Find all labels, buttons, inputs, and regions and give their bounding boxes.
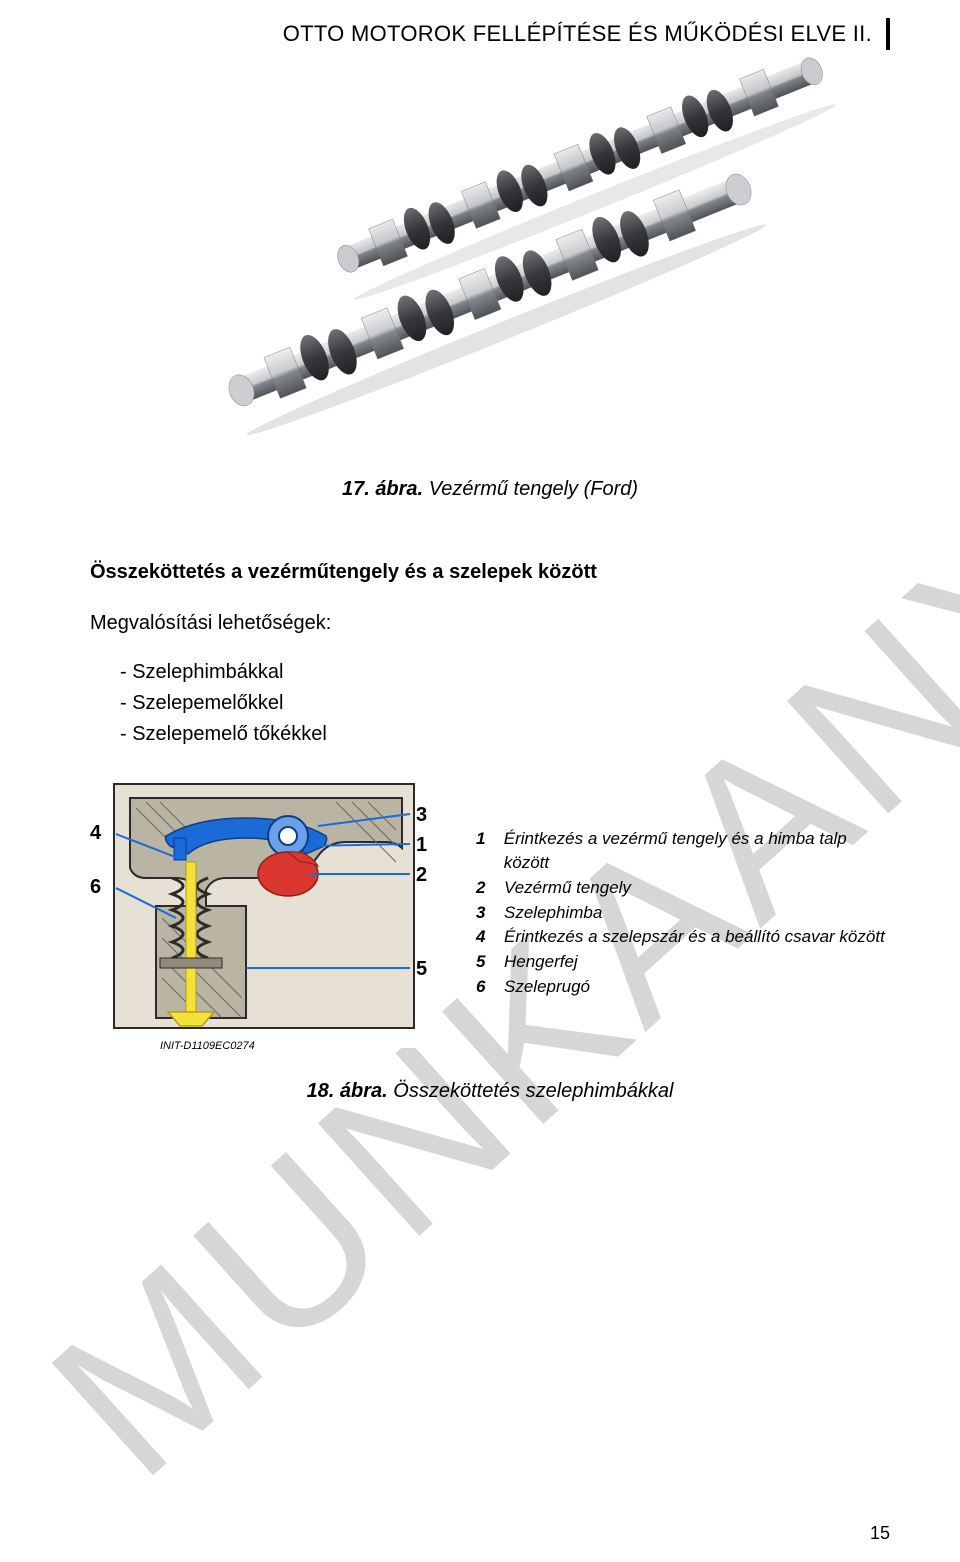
section-heading: Összeköttetés a vezérműtengely és a szel… xyxy=(90,561,890,584)
figure-18-text: Összeköttetés szelephimbákkal xyxy=(393,1080,673,1102)
legend-row: 6Szeleprugó xyxy=(476,975,890,1000)
figure-18-number: 18. ábra. xyxy=(307,1080,388,1102)
legend-row: 3Szelephimba xyxy=(476,901,890,926)
legend-row: 1Érintkezés a vezérmű tengely és a himba… xyxy=(476,827,890,876)
figure-17-caption: 17. ábra. Vezérmű tengely (Ford) xyxy=(90,478,890,501)
figure-17-number: 17. ábra. xyxy=(342,478,423,500)
figure-17 xyxy=(170,70,810,470)
bullet-list: Szelephimbákkal Szelepemelőkkel Szelepem… xyxy=(90,657,890,750)
callout-4: 4 xyxy=(90,822,101,845)
figure-18-diagram: 4 6 3 1 2 5 INIT-D1109EC0274 xyxy=(96,778,436,1048)
figure-18-legend: 1Érintkezés a vezérmű tengely és a himba… xyxy=(476,827,890,999)
legend-row: 5Hengerfej xyxy=(476,950,890,975)
page-content: OTTO MOTOROK FELLÉPÍTÉSE ÉS MŰKÖDÉSI ELV… xyxy=(0,0,960,1562)
legend-row: 2Vezérmű tengely xyxy=(476,876,890,901)
figure-17-text: Vezérmű tengely (Ford) xyxy=(429,478,638,500)
list-item: Szelepemelő tőkékkel xyxy=(120,719,890,750)
list-item: Szelepemelőkkel xyxy=(120,688,890,719)
callout-1: 1 xyxy=(416,834,427,857)
callout-5: 5 xyxy=(416,958,427,981)
callout-2: 2 xyxy=(416,864,427,887)
section-subheading: Megvalósítási lehetőségek: xyxy=(90,612,890,635)
header-rule xyxy=(886,18,890,50)
figure-18-caption: 18. ábra. Összeköttetés szelephimbákkal xyxy=(90,1080,890,1103)
legend-row: 4Érintkezés a szelepszár és a beállító c… xyxy=(476,925,890,950)
callout-3: 3 xyxy=(416,804,427,827)
list-item: Szelephimbákkal xyxy=(120,657,890,688)
figure-18-code: INIT-D1109EC0274 xyxy=(160,1040,255,1052)
callout-6: 6 xyxy=(90,876,101,899)
page-number: 15 xyxy=(870,1523,890,1544)
figure-18: 4 6 3 1 2 5 INIT-D1109EC0274 1Érintkezés… xyxy=(90,778,890,1048)
